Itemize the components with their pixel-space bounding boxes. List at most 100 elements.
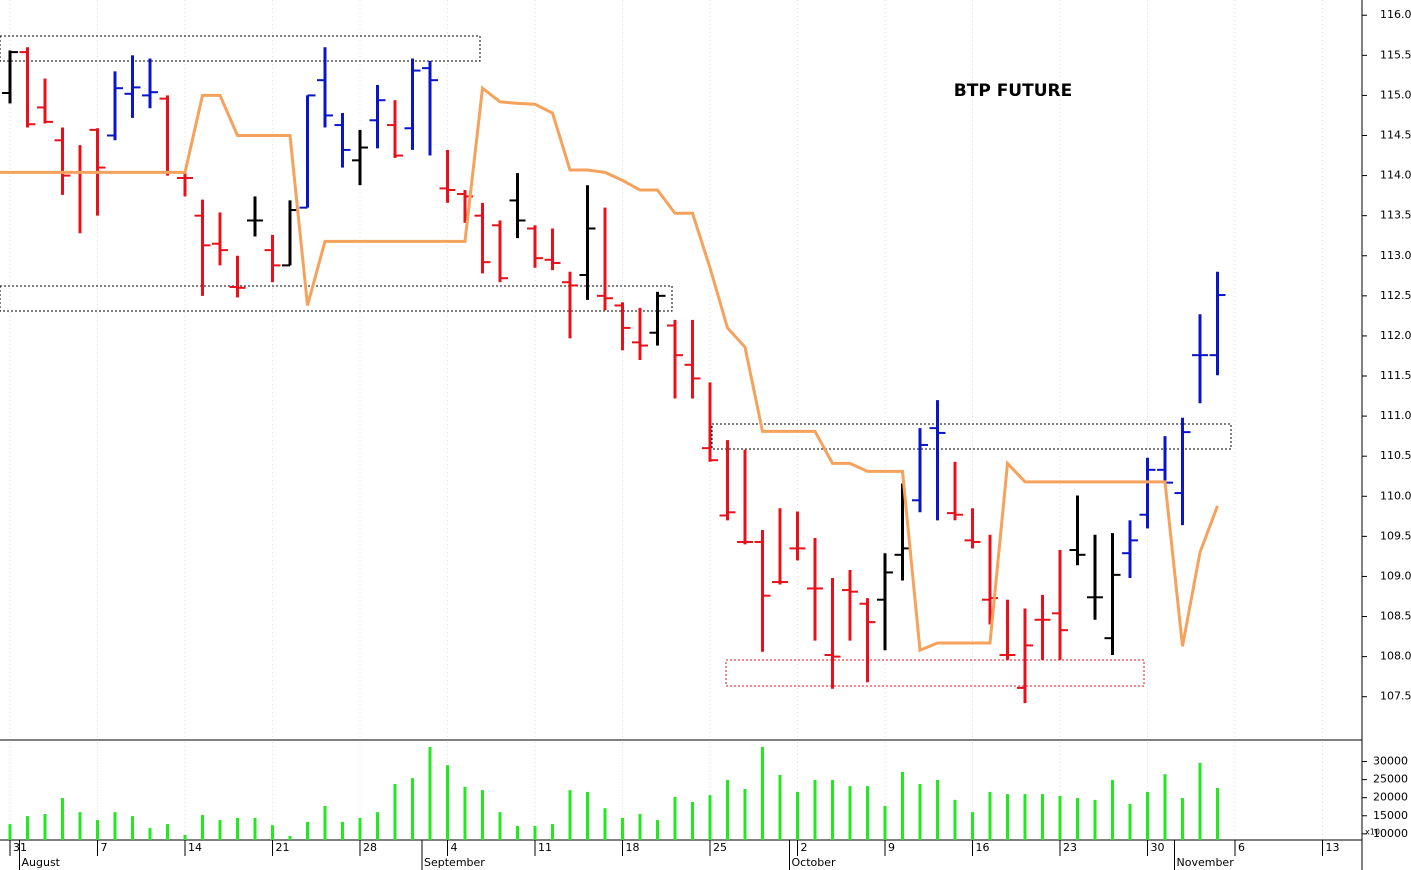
y-tick-label: 115.5	[1380, 48, 1411, 61]
volume-bar	[656, 820, 659, 840]
y-tick-label: 110.0	[1380, 489, 1411, 502]
zone	[0, 285, 673, 312]
volume-bar	[761, 747, 764, 840]
volume-bar	[288, 836, 292, 840]
x-tick-label: 6	[1238, 841, 1245, 854]
volume-bar	[498, 812, 502, 840]
x-tick-label: 9	[888, 841, 895, 854]
volume-bar	[376, 812, 379, 840]
x-tick-label: 14	[188, 841, 202, 854]
volume-bar	[183, 834, 187, 840]
y-tick-label: 112.0	[1380, 329, 1411, 342]
volume-bar	[901, 772, 904, 840]
volume-bar	[551, 824, 554, 840]
month-label: October	[792, 856, 836, 869]
volume-bar	[131, 816, 134, 840]
volume-bar	[96, 820, 99, 840]
volume-bar	[8, 824, 12, 840]
month-label: September	[424, 856, 485, 869]
y-tick-label: 10000	[1373, 827, 1408, 840]
volume-bar	[253, 817, 257, 840]
volume-bar	[866, 786, 869, 840]
x-tick-label: 23	[1063, 841, 1077, 854]
volume-bar	[813, 779, 817, 840]
volume-bar	[113, 812, 117, 840]
volume-bar	[1163, 774, 1167, 840]
volume-bar	[271, 825, 274, 840]
y-tick-label: 25000	[1373, 773, 1408, 786]
y-tick-label: 108.0	[1380, 650, 1411, 663]
volume-bar	[148, 828, 152, 840]
y-tick-label: 30000	[1373, 755, 1408, 768]
x-tick-label: 25	[713, 841, 727, 854]
volume-bar	[78, 812, 82, 840]
volume-bar	[1093, 799, 1097, 840]
y-tick-label: 115.0	[1380, 88, 1411, 101]
volume-bar	[1128, 803, 1132, 840]
volume-bar	[586, 791, 589, 840]
y-tick-label: 112.5	[1380, 289, 1411, 302]
volume-bar	[883, 806, 887, 840]
volume-bar	[166, 824, 169, 840]
y-tick-label: 111.5	[1380, 369, 1411, 382]
volume-bar	[358, 817, 362, 840]
volume-bar	[621, 817, 624, 840]
volume-bar	[778, 774, 782, 840]
volume-bar	[568, 790, 572, 840]
y-tick-label: 113.0	[1380, 249, 1411, 262]
volume-bar	[831, 779, 834, 840]
volume-bar	[446, 765, 449, 840]
volume-bar	[726, 779, 729, 840]
zone	[725, 659, 1145, 687]
volume-bar	[236, 817, 239, 840]
chart-title: BTP FUTURE	[954, 81, 1072, 101]
volume-bar	[43, 813, 47, 840]
month-label: August	[22, 856, 61, 869]
volume-bar	[1041, 794, 1044, 840]
volume-bar	[1058, 795, 1062, 840]
volume-bar	[323, 806, 327, 840]
volume-bar	[988, 791, 992, 840]
volume-bar	[393, 783, 397, 840]
volume-bar	[1216, 787, 1219, 840]
x-tick-label: 18	[626, 841, 640, 854]
y-tick-label: 107.5	[1380, 690, 1411, 703]
volume-bar	[743, 789, 747, 840]
volume-bar	[428, 747, 432, 840]
y-tick-label: 113.5	[1380, 209, 1411, 222]
volume-unit: x10	[1365, 828, 1380, 837]
volume-bar	[708, 795, 712, 840]
y-tick-label: 111.0	[1380, 409, 1411, 422]
y-tick-label: 109.5	[1380, 529, 1411, 542]
volume-bar	[1111, 779, 1114, 840]
volume-bar	[26, 816, 29, 840]
volume-bar	[1181, 798, 1184, 840]
y-tick-label: 15000	[1373, 809, 1408, 822]
x-tick-label: 30	[1151, 841, 1165, 854]
volume-bar	[936, 779, 939, 840]
y-tick-label: 108.5	[1380, 610, 1411, 623]
volume-bar	[533, 825, 537, 840]
volume-bar	[918, 783, 922, 840]
month-label: November	[1177, 856, 1235, 869]
x-tick-label: 28	[363, 841, 377, 854]
volume-bar	[638, 813, 642, 840]
volume-bar	[1198, 762, 1202, 840]
volume-bar	[481, 790, 484, 840]
volume-bar	[341, 821, 344, 840]
volume-bar	[218, 820, 222, 840]
zone	[0, 35, 481, 62]
x-tick-label: 21	[276, 841, 290, 854]
x-tick-label: 16	[976, 841, 990, 854]
volume-bar	[201, 815, 204, 840]
volume-bar	[61, 798, 64, 840]
volume-bar	[1146, 791, 1149, 840]
volume-bar	[691, 802, 694, 840]
x-tick-label: 4	[451, 841, 458, 854]
volume-bar	[971, 812, 974, 840]
y-tick-label: 114.5	[1380, 128, 1411, 141]
volume-bar	[1076, 798, 1079, 840]
y-tick-label: 116.0	[1380, 8, 1411, 21]
